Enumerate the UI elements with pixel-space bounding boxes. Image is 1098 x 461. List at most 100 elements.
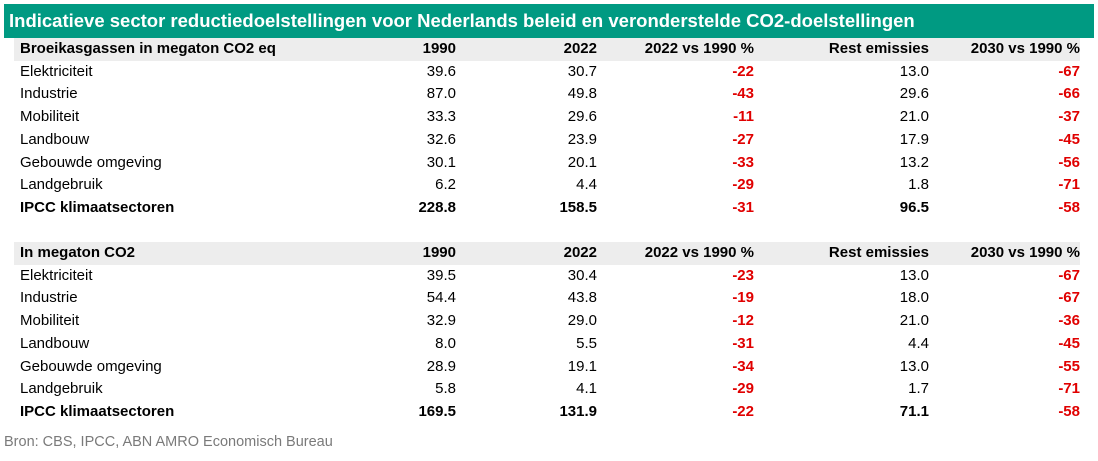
- total-1990: 169.5: [418, 402, 456, 420]
- value-1990: 39.5: [426, 266, 456, 284]
- rest-emissies: 13.0: [899, 266, 929, 284]
- header-2022-vs-1990: 2022 vs 1990 %: [597, 38, 754, 61]
- total-2022: 131.9: [559, 402, 597, 420]
- value-1990: 32.6: [426, 130, 456, 148]
- rest-emissies: 21.0: [899, 108, 929, 126]
- table-row: Landbouw 32.6 23.9 -27 17.9 -45: [14, 129, 1080, 152]
- target-2030-vs-1990: -45: [1058, 130, 1080, 148]
- value-2022: 30.4: [567, 266, 597, 284]
- header-rest-emissies: Rest emissies: [754, 38, 929, 61]
- target-2030-vs-1990: -45: [1058, 334, 1080, 352]
- value-2022: 20.1: [567, 153, 597, 171]
- change-2022-vs-1990: -33: [732, 153, 754, 171]
- target-2030-vs-1990: -67: [1058, 266, 1080, 284]
- value-2022: 23.9: [567, 130, 597, 148]
- row-label: Mobiliteit: [20, 108, 80, 126]
- change-2022-vs-1990: -19: [732, 289, 754, 307]
- header-2030-vs-1990: 2030 vs 1990 %: [929, 242, 1080, 265]
- change-2022-vs-1990: -29: [732, 380, 754, 398]
- header-2022-vs-1990: 2022 vs 1990 %: [597, 242, 754, 265]
- emissions-table-co2-eq: Broeikasgassen in megaton CO2 eq 1990 20…: [14, 38, 1080, 220]
- row-label: Landbouw: [20, 130, 90, 148]
- change-2022-vs-1990: -34: [732, 357, 754, 375]
- value-1990: 5.8: [435, 380, 456, 398]
- change-2022-vs-1990: -12: [732, 312, 754, 330]
- row-label: Gebouwde omgeving: [20, 153, 162, 171]
- target-2030-vs-1990: -67: [1058, 62, 1080, 80]
- header-2022: 2022: [456, 38, 597, 61]
- header-2022: 2022: [456, 242, 597, 265]
- table-row: Mobiliteit 33.3 29.6 -11 21.0 -37: [14, 106, 1080, 129]
- rest-emissies: 18.0: [899, 289, 929, 307]
- table-row: Landgebruik 6.2 4.4 -29 1.8 -71: [14, 174, 1080, 197]
- rest-emissies: 4.4: [908, 334, 929, 352]
- rest-emissies: 17.9: [899, 130, 929, 148]
- source-note: Bron: CBS, IPCC, ABN AMRO Economisch Bur…: [4, 434, 333, 450]
- target-2030-vs-1990: -36: [1058, 312, 1080, 330]
- rest-emissies: 1.8: [908, 176, 929, 194]
- value-2022: 49.8: [567, 85, 597, 103]
- row-label: Landbouw: [20, 334, 90, 352]
- change-2022-vs-1990: -27: [732, 130, 754, 148]
- rest-emissies: 21.0: [899, 312, 929, 330]
- header-rest-emissies: Rest emissies: [754, 242, 929, 265]
- rest-emissies: 1.7: [908, 380, 929, 398]
- table-header-row: Broeikasgassen in megaton CO2 eq 1990 20…: [14, 38, 1080, 61]
- value-1990: 30.1: [426, 153, 456, 171]
- total-label: IPCC klimaatsectoren: [20, 402, 175, 420]
- value-1990: 6.2: [435, 176, 456, 194]
- total-change-2022-vs-1990: -22: [732, 402, 754, 420]
- emissions-table-co2: In megaton CO2 1990 2022 2022 vs 1990 % …: [14, 242, 1080, 424]
- value-1990: 28.9: [426, 357, 456, 375]
- row-label: Mobiliteit: [20, 312, 80, 330]
- header-1990: 1990: [352, 242, 456, 265]
- table-row: Gebouwde omgeving 30.1 20.1 -33 13.2 -56: [14, 152, 1080, 175]
- table-row: Landbouw 8.0 5.5 -31 4.4 -45: [14, 333, 1080, 356]
- target-2030-vs-1990: -66: [1058, 85, 1080, 103]
- row-label: Gebouwde omgeving: [20, 357, 162, 375]
- change-2022-vs-1990: -43: [732, 85, 754, 103]
- target-2030-vs-1990: -71: [1058, 380, 1080, 398]
- total-change-2022-vs-1990: -31: [732, 198, 754, 216]
- table-row: Mobiliteit 32.9 29.0 -12 21.0 -36: [14, 310, 1080, 333]
- value-2022: 5.5: [576, 334, 597, 352]
- total-rest-emissies: 71.1: [899, 402, 929, 420]
- table-row: Industrie 87.0 49.8 -43 29.6 -66: [14, 83, 1080, 106]
- table-body: Broeikasgassen in megaton CO2 eq 1990 20…: [14, 38, 1080, 220]
- row-label: Industrie: [20, 85, 78, 103]
- total-target-2030-vs-1990: -58: [1058, 402, 1080, 420]
- total-target-2030-vs-1990: -58: [1058, 198, 1080, 216]
- target-2030-vs-1990: -67: [1058, 289, 1080, 307]
- rest-emissies: 13.0: [899, 357, 929, 375]
- table-total-row: IPCC klimaatsectoren 169.5 131.9 -22 71.…: [14, 401, 1080, 424]
- value-2022: 4.1: [576, 380, 597, 398]
- target-2030-vs-1990: -37: [1058, 108, 1080, 126]
- header-1990: 1990: [352, 38, 456, 61]
- total-1990: 228.8: [418, 198, 456, 216]
- table-row: Elektriciteit 39.6 30.7 -22 13.0 -67: [14, 61, 1080, 84]
- target-2030-vs-1990: -71: [1058, 176, 1080, 194]
- value-1990: 32.9: [426, 312, 456, 330]
- header-category: Broeikasgassen in megaton CO2 eq: [14, 38, 352, 61]
- value-1990: 54.4: [426, 289, 456, 307]
- page-title: Indicatieve sector reductiedoelstellinge…: [4, 4, 1094, 38]
- header-category: In megaton CO2: [14, 242, 352, 265]
- table-total-row: IPCC klimaatsectoren 228.8 158.5 -31 96.…: [14, 197, 1080, 220]
- value-2022: 30.7: [567, 62, 597, 80]
- value-1990: 33.3: [426, 108, 456, 126]
- value-2022: 29.6: [567, 108, 597, 126]
- value-1990: 39.6: [426, 62, 456, 80]
- row-label: Elektriciteit: [20, 62, 93, 80]
- total-label: IPCC klimaatsectoren: [20, 198, 175, 216]
- row-label: Landgebruik: [20, 176, 103, 194]
- rest-emissies: 13.0: [899, 62, 929, 80]
- row-label: Landgebruik: [20, 380, 103, 398]
- value-2022: 29.0: [567, 312, 597, 330]
- change-2022-vs-1990: -31: [732, 334, 754, 352]
- target-2030-vs-1990: -56: [1058, 153, 1080, 171]
- change-2022-vs-1990: -29: [732, 176, 754, 194]
- value-1990: 8.0: [435, 334, 456, 352]
- header-2030-vs-1990: 2030 vs 1990 %: [929, 38, 1080, 61]
- change-2022-vs-1990: -22: [732, 62, 754, 80]
- value-2022: 43.8: [567, 289, 597, 307]
